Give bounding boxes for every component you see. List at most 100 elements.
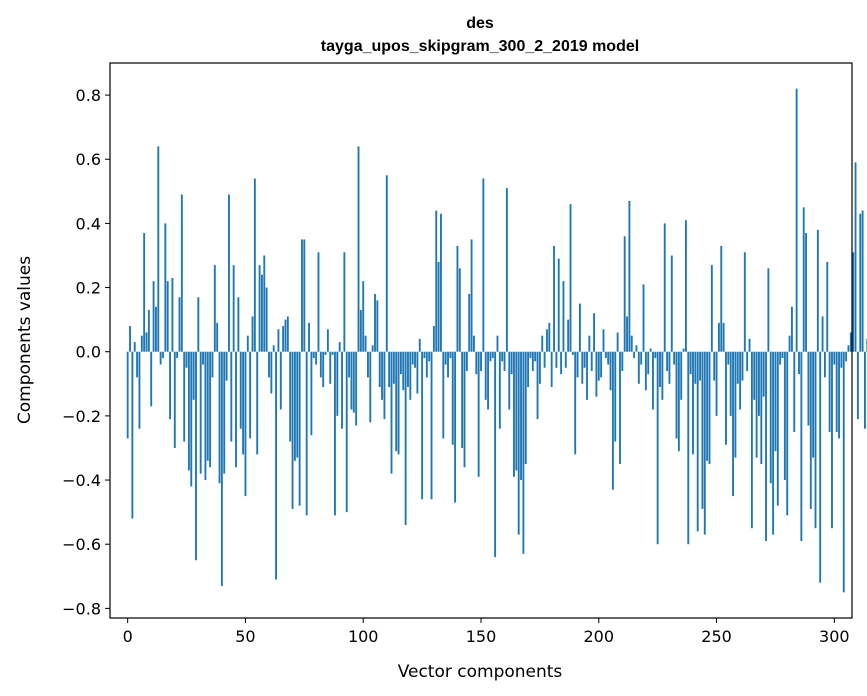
- bar-33: [204, 351, 207, 481]
- bar-292: [814, 351, 817, 529]
- bar-193: [581, 351, 584, 384]
- bar-273: [769, 351, 772, 484]
- bar-113: [392, 351, 395, 384]
- bar-170: [527, 351, 530, 388]
- bar-215: [633, 351, 636, 359]
- bar-231: [670, 255, 673, 352]
- bar-285: [798, 351, 800, 375]
- bar-142: [461, 351, 464, 448]
- bar-6: [140, 335, 143, 352]
- bar-56: [258, 265, 261, 352]
- x-tick-label-3: 150: [466, 627, 497, 646]
- bar-132: [437, 261, 440, 352]
- y-tick-label-4: 0.0: [76, 343, 101, 362]
- bar-230: [668, 351, 671, 384]
- bar-58: [263, 255, 266, 352]
- bar-47: [237, 297, 240, 352]
- bar-79: [312, 351, 315, 359]
- bar-295: [821, 316, 824, 352]
- bar-176: [541, 335, 544, 352]
- y-axis-ticks: −0.8 −0.6 −0.4 −0.2 0.0 0.2 0.4 0.6 0.8: [62, 86, 110, 618]
- bar-96: [352, 351, 355, 413]
- bar-63: [275, 351, 277, 580]
- bar-283: [793, 351, 796, 432]
- x-tick-label-5: 250: [701, 627, 732, 646]
- bar-139: [454, 351, 457, 503]
- bar-298: [828, 351, 831, 432]
- y-tick-label-3: −0.2: [62, 407, 101, 426]
- bar-87: [331, 351, 334, 355]
- bar-187: [567, 319, 570, 352]
- bar-244: [701, 351, 704, 509]
- bar-117: [402, 351, 405, 391]
- y-axis-label: Components values: [15, 256, 35, 424]
- bar-184: [560, 351, 563, 375]
- bar-304: [842, 351, 845, 593]
- bar-272: [767, 268, 770, 352]
- bar-18: [169, 351, 171, 420]
- bar-99: [359, 310, 362, 352]
- bar-281: [788, 335, 791, 352]
- chart-title-line2: tayga_upos_skipgram_300_2_2019 model: [321, 38, 639, 55]
- bar-291: [812, 351, 815, 458]
- bar-196: [588, 335, 591, 352]
- bar-15: [162, 351, 164, 359]
- bar-189: [571, 351, 574, 355]
- bar-89: [336, 351, 339, 416]
- bar-98: [357, 146, 360, 352]
- y-tick-label-0: −0.8: [62, 599, 101, 618]
- bar-252: [720, 245, 723, 352]
- bar-91: [341, 351, 343, 429]
- x-tick-label-1: 50: [235, 627, 255, 646]
- bar-190: [574, 351, 577, 455]
- bar-174: [536, 351, 539, 420]
- bar-268: [758, 351, 760, 416]
- bar-45: [232, 265, 235, 352]
- bar-10: [150, 351, 153, 407]
- bar-153: [487, 351, 489, 410]
- bar-218: [640, 351, 643, 365]
- bar-61: [270, 351, 273, 394]
- bar-225: [656, 351, 659, 545]
- bar-200: [597, 351, 600, 381]
- bar-128: [428, 351, 431, 362]
- bar-83: [322, 351, 325, 388]
- bar-136: [447, 351, 449, 378]
- bar-204: [607, 351, 610, 365]
- bar-201: [600, 351, 603, 378]
- bar-25: [185, 351, 188, 368]
- bar-179: [548, 322, 551, 352]
- bar-224: [654, 351, 657, 359]
- bar-258: [734, 351, 737, 458]
- bar-14: [159, 351, 162, 365]
- bar-0: [126, 351, 129, 439]
- bar-149: [477, 351, 480, 477]
- bar-245: [703, 351, 706, 535]
- y-tick-label-2: −0.4: [62, 471, 101, 490]
- bar-213: [628, 200, 631, 352]
- bar-38: [216, 322, 219, 352]
- bar-104: [371, 345, 374, 352]
- bar-219: [642, 284, 645, 352]
- bar-123: [416, 351, 419, 394]
- bar-262: [743, 252, 746, 352]
- bar-161: [505, 188, 508, 352]
- bar-26: [187, 351, 190, 471]
- bar-175: [538, 351, 541, 384]
- bar-31: [199, 351, 202, 474]
- bar-57: [260, 274, 263, 352]
- bar-220: [644, 351, 647, 391]
- bar-140: [456, 245, 459, 352]
- bar-39: [218, 351, 221, 484]
- bar-274: [772, 351, 775, 535]
- bar-264: [748, 338, 751, 352]
- x-tick-label-6: 300: [819, 627, 850, 646]
- y-tick-label-8: 0.8: [76, 86, 101, 105]
- bar-178: [546, 329, 548, 352]
- bar-183: [557, 258, 560, 352]
- bar-43: [228, 194, 230, 352]
- bar-82: [319, 351, 322, 378]
- bar-66: [282, 326, 285, 352]
- bar-278: [781, 351, 784, 359]
- bar-263: [746, 351, 749, 371]
